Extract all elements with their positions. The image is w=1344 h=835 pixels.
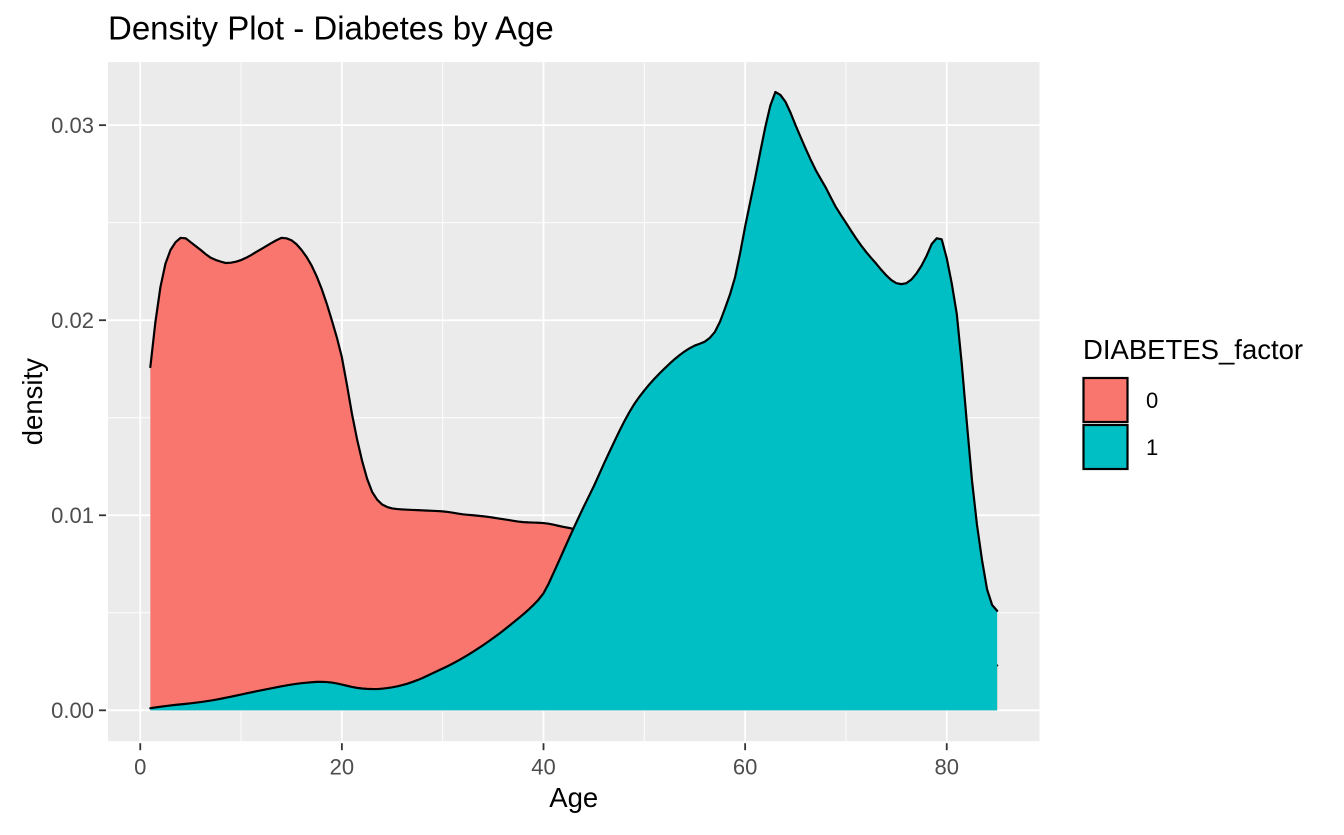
x-tick-label: 0 [134, 755, 146, 780]
density-areas [149, 90, 999, 711]
x-tick-label: 20 [330, 755, 354, 780]
x-axis-title: Age [549, 782, 598, 813]
y-axis-title: density [17, 358, 48, 445]
axis-ticks [99, 124, 948, 751]
legend-label-0: 0 [1146, 388, 1158, 413]
density-area-0 [150, 237, 998, 711]
density-outline-1 [149, 90, 999, 710]
plot-title: Density Plot - Diabetes by Age [108, 10, 554, 47]
y-tick-label: 0.03 [51, 113, 94, 138]
legend-key-0 [1082, 376, 1129, 424]
y-tick-label: 0.01 [51, 503, 94, 528]
legend-title: DIABETES_factor [1083, 334, 1303, 365]
legend-key-1 [1082, 423, 1129, 471]
density-area-1 [150, 92, 998, 711]
legend: DIABETES_factor 01 [1082, 334, 1303, 471]
legend-keys: 01 [1082, 376, 1158, 471]
x-tick-label: 60 [733, 755, 757, 780]
x-tick-label: 40 [531, 755, 555, 780]
y-tick-label: 0.02 [51, 308, 94, 333]
x-tick-label: 80 [935, 755, 959, 780]
legend-label-1: 1 [1146, 435, 1158, 460]
y-tick-label: 0.00 [51, 698, 94, 723]
axis-tick-labels: 0 20 40 60 80 0.00 0.01 0.02 0.03 [51, 113, 959, 780]
